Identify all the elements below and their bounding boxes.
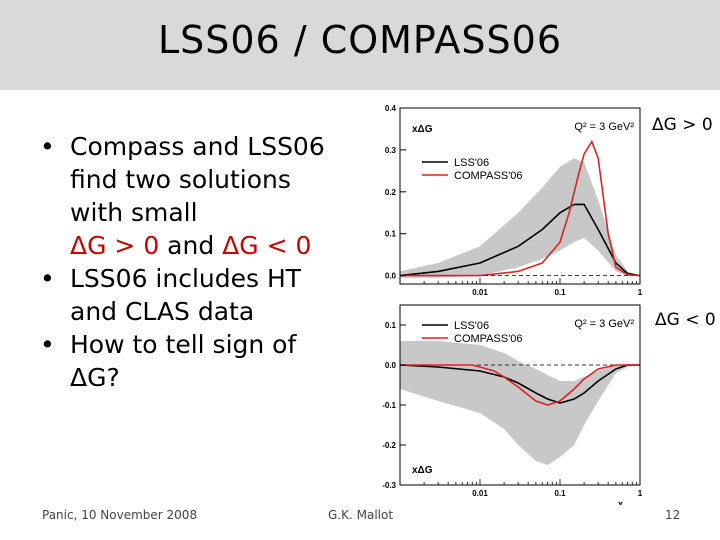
- series-line-lss06: [399, 203, 641, 277]
- plot-frame: [399, 304, 641, 486]
- bullet-list: • Compass and LSS06 find two solutions w…: [30, 130, 350, 394]
- chart-bottom: 0.1 0.0 -0.1 -0.2 -0.3 0.01 0.1 1 xΔG Q² = 3 GeV²…: [382, 304, 643, 505]
- y-tick-label: -0.3: [382, 481, 396, 490]
- bullet-line: How to tell sign of: [70, 330, 297, 359]
- error-band: [400, 341, 640, 465]
- x-tick-label: 0.01: [472, 288, 488, 297]
- x-tick-label: 1: [638, 288, 643, 297]
- delta-g-positive: ΔG > 0: [70, 231, 160, 260]
- y-tick-label: 0.2: [385, 188, 397, 197]
- y-tick-label: -0.1: [382, 401, 396, 410]
- y-axis-label: xΔG: [412, 124, 433, 135]
- x-tick-label: 0.1: [554, 489, 566, 498]
- bullet-line: ΔG > 0 and ΔG < 0: [70, 229, 350, 262]
- bullet-line: ΔG?: [70, 363, 120, 392]
- x-tick-label: 0.01: [472, 489, 488, 498]
- bullet-item: • LSS06 includes HT and CLAS data: [30, 262, 350, 328]
- y-tick-label: 0.4: [385, 104, 397, 113]
- bullet-dot: •: [40, 330, 55, 359]
- page-number: 12: [665, 508, 681, 522]
- x-tick-label: 1: [638, 489, 643, 498]
- legend-label: LSS'06: [454, 320, 489, 332]
- slide-title: LSS06 / COMPASS06: [157, 18, 563, 62]
- bullet-item: • Compass and LSS06 find two solutions w…: [30, 130, 350, 262]
- series-line-lss06: [399, 364, 640, 404]
- y-tick-label: 0.1: [385, 321, 397, 330]
- y-tick-label: -0.2: [382, 441, 396, 450]
- bullet-dot: •: [40, 264, 55, 293]
- q2-annotation: Q² = 3 GeV²: [574, 318, 634, 330]
- x-tick-label: 0.1: [554, 288, 566, 297]
- series-line-compass06: [400, 139, 641, 277]
- footer-left: Panic, 10 November 2008: [42, 508, 198, 522]
- q2-annotation: Q² = 3 GeV²: [574, 121, 634, 133]
- bullet-connector: and: [159, 231, 223, 260]
- error-band: [400, 158, 640, 278]
- y-axis-label: xΔG: [412, 465, 433, 476]
- chart-top: 0.0 0.1 0.2 0.3 0.4 0.01 0.1 1 xΔG Q² = 3 GeV² LSS…: [385, 104, 643, 297]
- y-tick-label: 0.0: [385, 361, 397, 370]
- legend-label: LSS'06: [454, 157, 489, 169]
- footer-author: G.K. Mallot: [328, 508, 394, 522]
- y-tick-label: 0.1: [385, 230, 397, 239]
- plot-frame: [399, 107, 641, 285]
- bullet-dot: •: [40, 132, 55, 161]
- tag-delta-g-negative: ΔG < 0: [655, 310, 716, 330]
- legend-label: COMPASS'06: [454, 333, 523, 345]
- bullet-line: LSS06 includes HT: [70, 264, 302, 293]
- series-line-compass06: [400, 364, 640, 406]
- bullet-line: and CLAS data: [70, 297, 255, 326]
- delta-g-negative: ΔG < 0: [222, 231, 312, 260]
- bullet-item: • How to tell sign of ΔG?: [30, 328, 350, 394]
- y-tick-label: 0.0: [385, 272, 397, 281]
- tag-delta-g-positive: ΔG > 0: [652, 115, 713, 135]
- x-axis-label: x: [618, 499, 623, 505]
- bullet-line: with small: [70, 198, 198, 227]
- y-tick-label: 0.3: [385, 146, 397, 155]
- legend-label: COMPASS'06: [454, 170, 523, 182]
- bullet-line: Compass and LSS06: [70, 132, 325, 161]
- bullet-line: find two solutions: [70, 165, 291, 194]
- title-bar: [0, 0, 720, 90]
